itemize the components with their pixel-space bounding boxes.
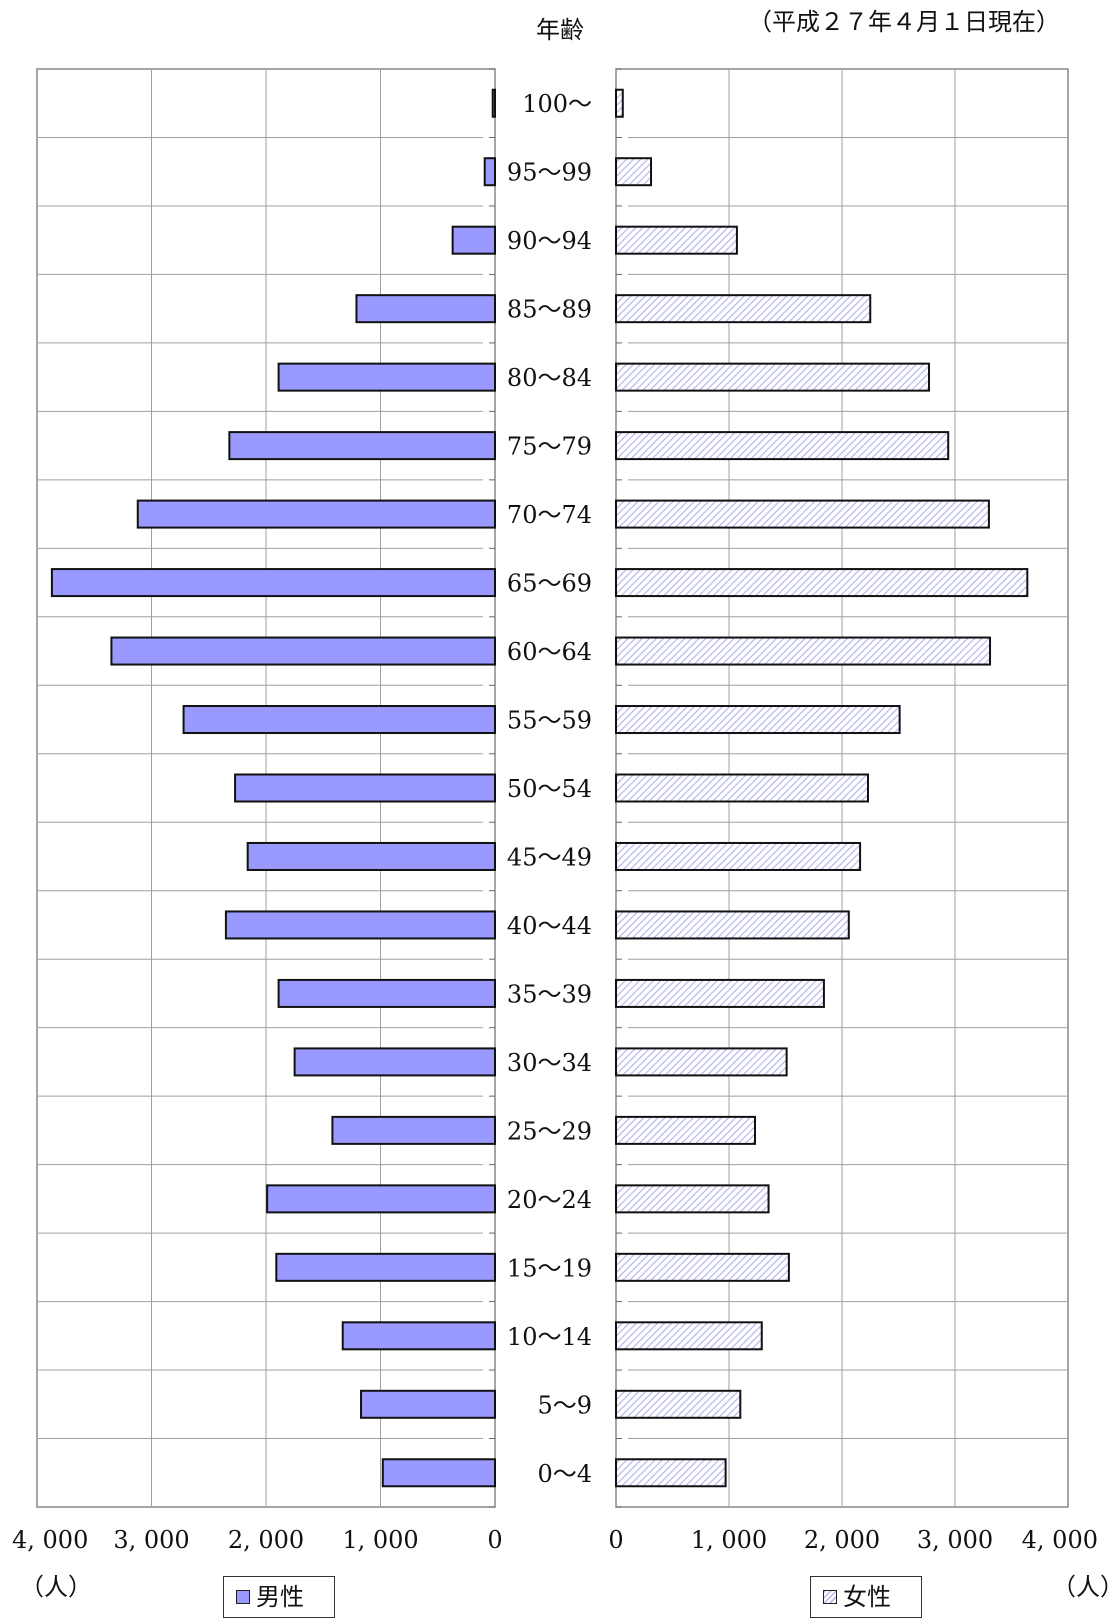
female-bar xyxy=(615,1047,788,1077)
age-group-label: 75〜79 xyxy=(507,433,592,461)
male-bar xyxy=(483,157,497,187)
age-group-label: 80〜84 xyxy=(507,364,592,392)
age-group-label: 10〜14 xyxy=(507,1323,592,1351)
male-axis-tick-label: 1, 000 xyxy=(342,1526,418,1554)
age-group-label: 15〜19 xyxy=(507,1254,592,1282)
female-bar xyxy=(615,1458,727,1488)
female-bar xyxy=(615,841,862,871)
female-bar xyxy=(615,225,738,255)
female-legend-swatch xyxy=(823,1590,837,1604)
male-bar xyxy=(275,1252,496,1282)
female-axis-tick-label: 1, 000 xyxy=(691,1526,767,1554)
legend-male: 男性 xyxy=(223,1576,335,1618)
age-group-label: 70〜74 xyxy=(507,501,592,529)
male-bar xyxy=(331,1115,496,1145)
age-group-label: 65〜69 xyxy=(507,570,592,598)
female-bar xyxy=(615,88,624,118)
male-axis-tick-label: 4, 000 xyxy=(12,1526,88,1554)
age-group-label: 0〜4 xyxy=(537,1460,592,1488)
age-group-label: 45〜49 xyxy=(507,843,592,871)
female-bar xyxy=(615,1184,770,1214)
male-bar xyxy=(50,568,496,598)
age-group-label: 50〜54 xyxy=(507,775,592,803)
male-bar xyxy=(228,431,497,461)
age-group-label: 25〜29 xyxy=(507,1117,592,1145)
age-group-label: 30〜34 xyxy=(507,1049,592,1077)
age-group-label: 95〜99 xyxy=(507,159,592,187)
left-unit-label: （人） xyxy=(20,1573,92,1601)
female-bar xyxy=(615,362,931,392)
male-legend-swatch xyxy=(236,1590,250,1604)
age-group-label: 40〜44 xyxy=(507,912,592,940)
female-bar xyxy=(615,1389,742,1419)
male-plot-grid xyxy=(36,68,496,1508)
male-bar xyxy=(266,1184,496,1214)
male-bar xyxy=(451,225,497,255)
male-bar xyxy=(224,910,497,940)
age-group-labels: 100〜 95〜99 90〜94 85〜89 80〜84 75〜79 70〜74 65〜69 6… xyxy=(507,90,592,1488)
age-group-label: 35〜39 xyxy=(507,980,592,1008)
male-bar xyxy=(182,705,496,735)
female-bar xyxy=(615,1252,790,1282)
female-bar xyxy=(615,978,825,1008)
right-unit-label: （人） xyxy=(1052,1573,1109,1601)
female-bar xyxy=(615,773,869,803)
age-group-label: 5〜9 xyxy=(537,1391,592,1419)
female-bar xyxy=(615,157,653,187)
female-axis-tick-label: 3, 000 xyxy=(917,1526,993,1554)
age-group-label: 20〜24 xyxy=(507,1186,592,1214)
male-bar xyxy=(234,773,497,803)
male-bar xyxy=(246,841,496,871)
female-axis-tick-label: 4, 000 xyxy=(1022,1526,1098,1554)
female-axis-tick-label: 0 xyxy=(608,1526,623,1554)
male-axis-tick-label: 3, 000 xyxy=(113,1526,189,1554)
female-bar xyxy=(615,431,950,461)
female-bar xyxy=(615,636,992,666)
female-bar xyxy=(615,568,1029,598)
male-bar xyxy=(381,1458,497,1488)
age-group-label: 60〜64 xyxy=(507,638,592,666)
male-bar xyxy=(136,499,496,529)
female-bar xyxy=(615,1321,763,1351)
male-bar xyxy=(491,88,496,118)
bars-group xyxy=(50,88,1029,1488)
age-group-label: 90〜94 xyxy=(507,227,592,255)
male-axis-tick-label: 2, 000 xyxy=(228,1526,304,1554)
male-bar xyxy=(277,362,496,392)
male-bar xyxy=(277,978,496,1008)
legend-female: 女性 xyxy=(810,1576,922,1618)
male-bar xyxy=(355,294,496,324)
date-note: （平成２７年４月１日現在） xyxy=(748,8,1060,36)
female-bar xyxy=(615,294,872,324)
axis-tick-labels: 4, 000 0 3, 000 1, 000 2, 000 2, 000 1, 000 3, … xyxy=(12,1526,1098,1554)
male-bar xyxy=(293,1047,496,1077)
male-bar xyxy=(341,1321,496,1351)
legend-male-label: 男性 xyxy=(256,1583,304,1611)
female-bar xyxy=(615,910,850,940)
age-group-label: 100〜 xyxy=(522,90,592,118)
age-group-label: 85〜89 xyxy=(507,296,592,324)
male-bar xyxy=(360,1389,496,1419)
male-bar xyxy=(110,636,497,666)
female-axis-tick-label: 2, 000 xyxy=(804,1526,880,1554)
female-bar xyxy=(615,499,990,529)
female-bar xyxy=(615,705,901,735)
legend-female-label: 女性 xyxy=(843,1583,891,1611)
male-axis-tick-label: 0 xyxy=(487,1526,502,1554)
age-axis-title: 年齢 xyxy=(536,16,584,44)
age-group-label: 55〜59 xyxy=(507,707,592,735)
female-bar xyxy=(615,1115,756,1145)
